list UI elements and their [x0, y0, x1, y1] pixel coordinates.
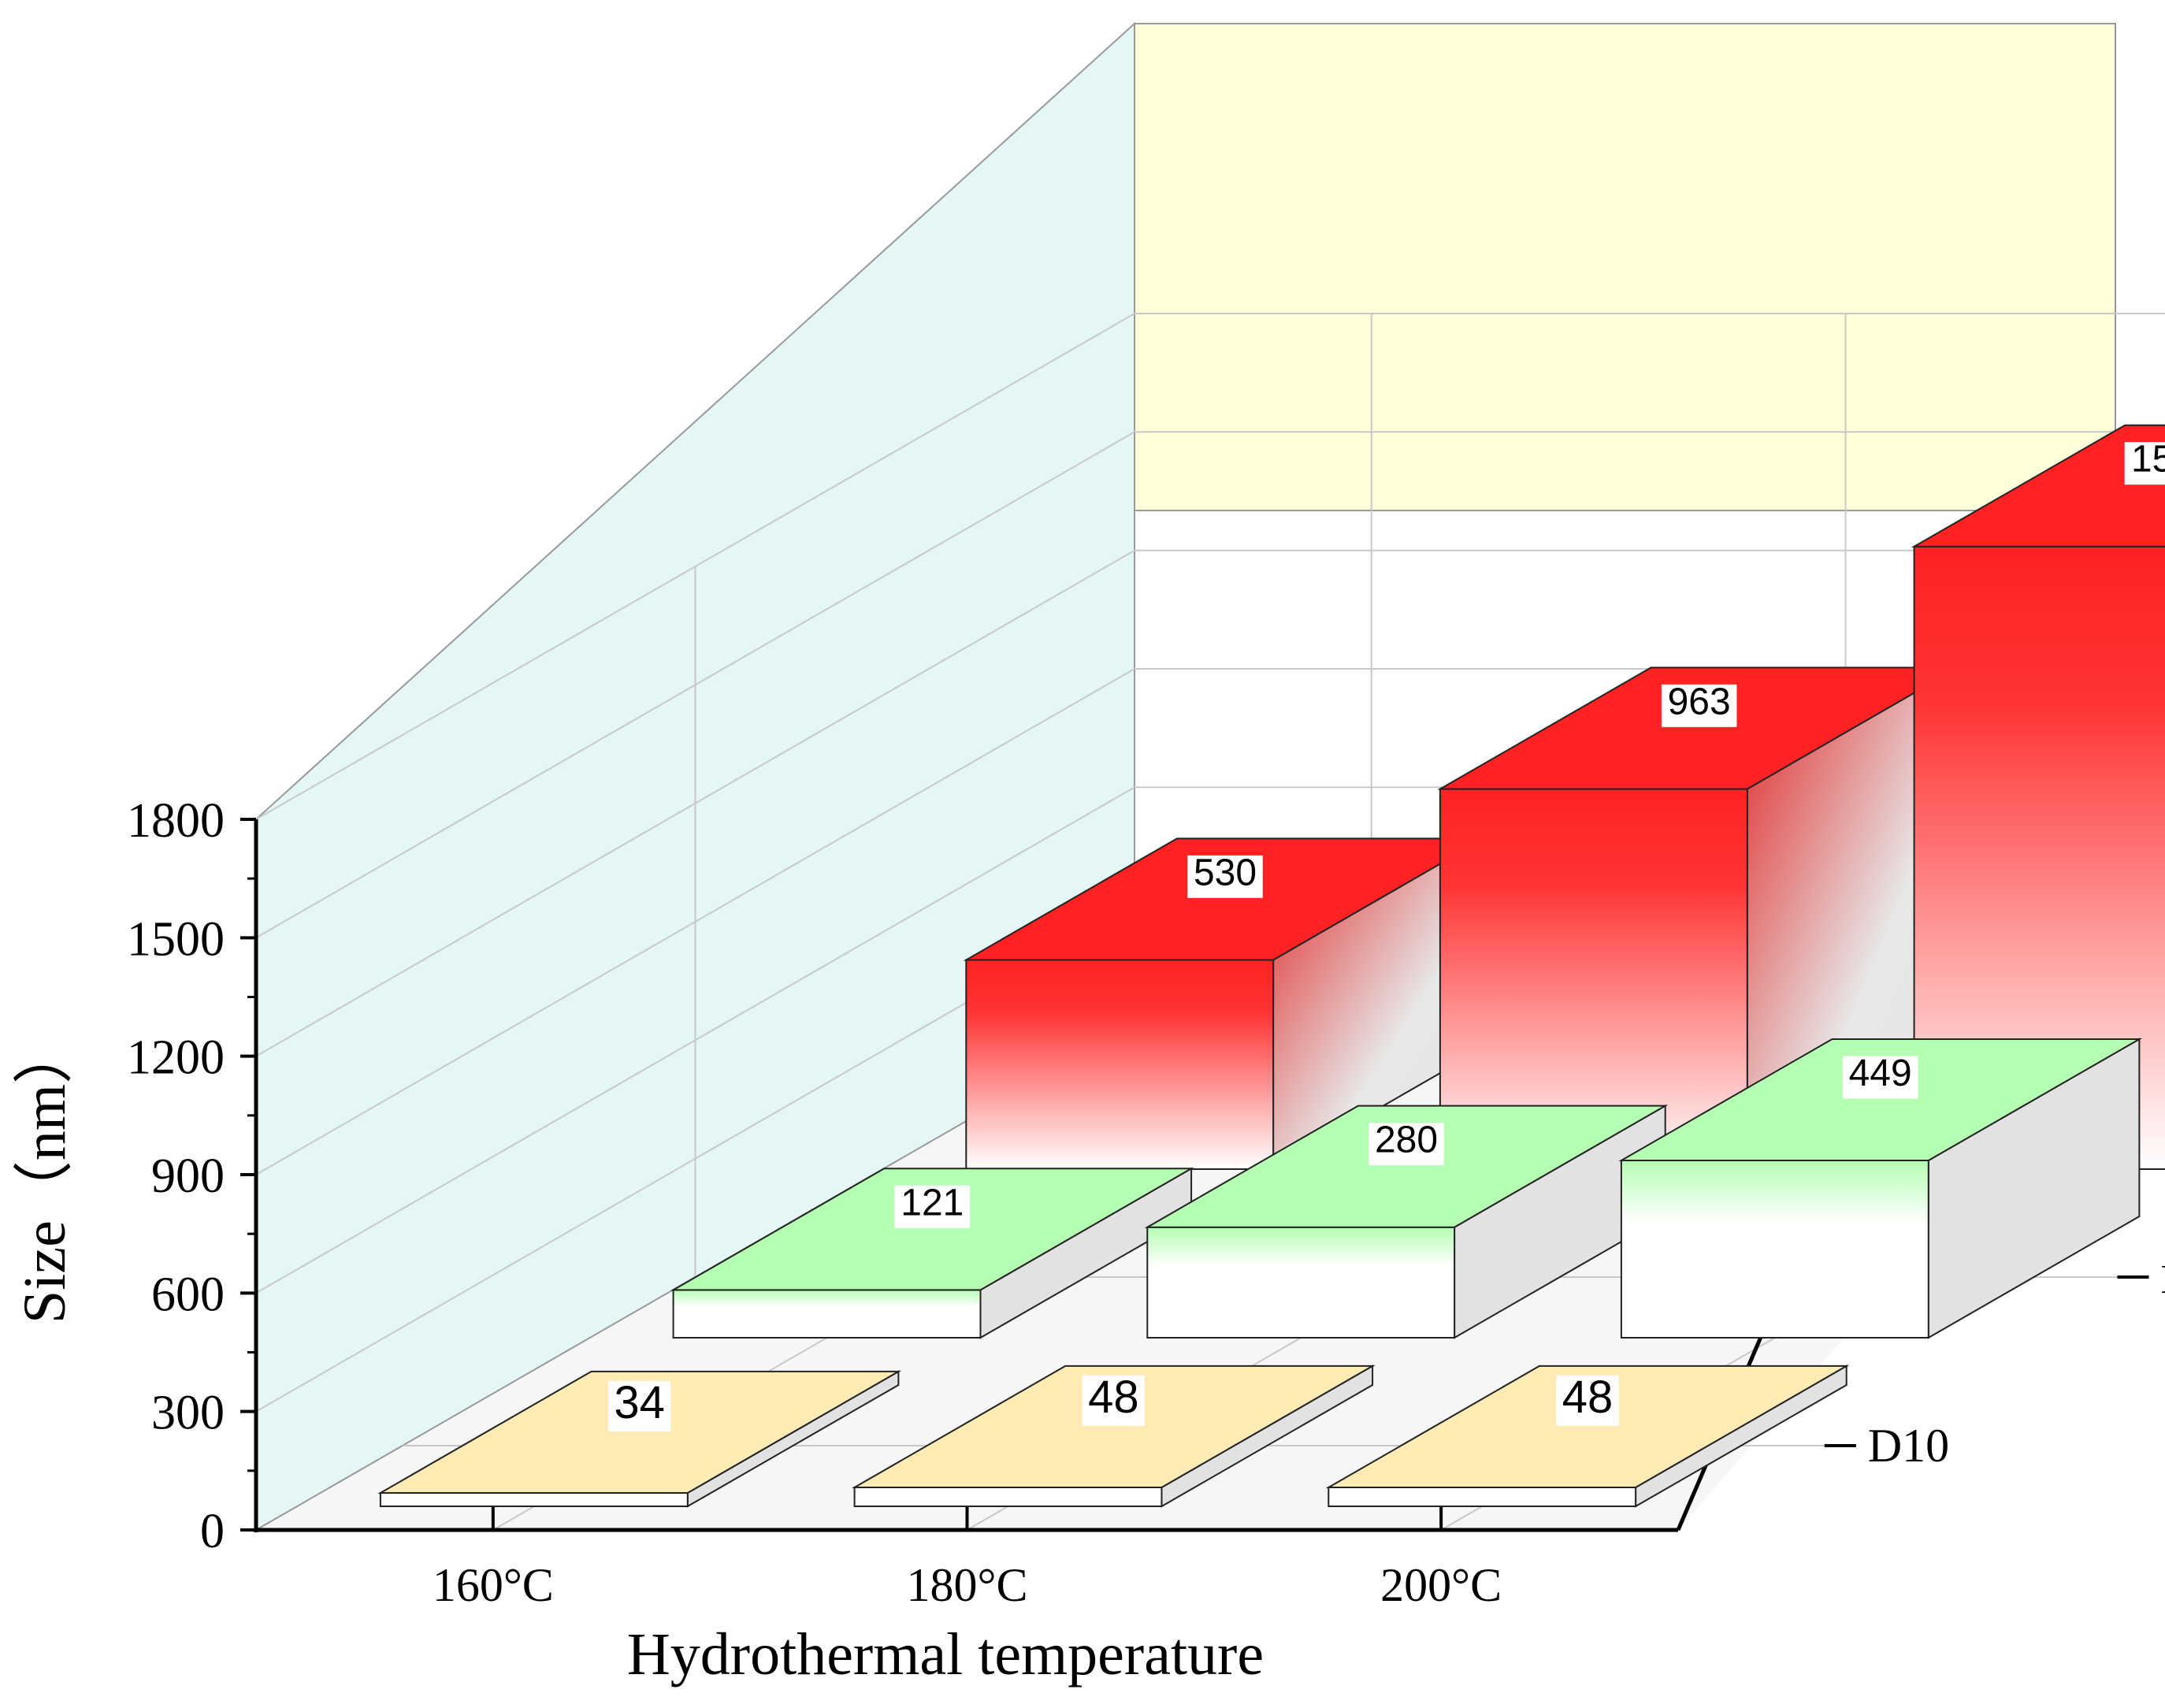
y-tick-label: 900 — [151, 1149, 225, 1203]
y-tick-label: 1500 — [127, 912, 225, 966]
z-tick-label: D10 — [1868, 1420, 1949, 1472]
data-label-bg — [1556, 1375, 1619, 1426]
data-label-bg — [1187, 855, 1263, 898]
bar-front-face — [965, 959, 1275, 1170]
data-label: 34 — [614, 1377, 665, 1428]
wall-gridline — [255, 313, 2165, 820]
x-axis-ticks: 160°C 180°C 200°C — [433, 1498, 1502, 1611]
data-label: 530 — [1194, 852, 1257, 893]
x-tick-label: 180°C — [906, 1559, 1027, 1611]
data-label: 280 — [1375, 1119, 1438, 1161]
data-label: 1577 — [2131, 439, 2165, 481]
bar-front-face — [379, 1492, 689, 1507]
data-label-bg — [1661, 684, 1737, 727]
bar-top-face — [1325, 1365, 1850, 1488]
data-label: 48 — [1562, 1372, 1614, 1423]
z-axis-ticks: D10D50D90 — [1824, 1257, 2165, 1472]
bar-d10-2: 48 — [851, 1365, 1376, 1508]
data-label: 963 — [1668, 681, 1731, 722]
bar-d50-2: 280 — [1144, 1104, 1669, 1339]
bar-front-face — [853, 1487, 1163, 1507]
back-wall — [1134, 23, 2116, 511]
bar-d10-3: 48 — [1325, 1365, 1850, 1508]
bar-d50-1: 121 — [670, 1167, 1194, 1339]
wall-gridline — [255, 431, 2165, 939]
data-label-bg — [1368, 1123, 1444, 1166]
bar-top-face — [670, 1168, 1194, 1291]
data-label-bg — [608, 1380, 671, 1431]
bars: 530 963 1577 121 280 449 34 48 48 — [377, 424, 2165, 1508]
data-label: 121 — [901, 1182, 964, 1223]
data-label-bg — [894, 1185, 971, 1228]
bar-top-face — [1911, 424, 2165, 548]
bar-d50-3: 449 — [1618, 1038, 2143, 1339]
bar-top-face — [1618, 1038, 2143, 1161]
bar-front-face — [1328, 1487, 1637, 1507]
y-axis-ticks: 0 300 600 900 1200 1500 1800 — [127, 794, 256, 1558]
y-tick-label: 1800 — [127, 794, 225, 848]
y-axis-title: Size（nm） — [12, 1024, 78, 1324]
x-tick-label: 200°C — [1380, 1559, 1502, 1611]
bar-d90-1: 530 — [963, 837, 1487, 1171]
bar-top-face — [851, 1365, 1376, 1488]
bar-front-face — [1146, 1226, 1456, 1339]
x-tick-label: 160°C — [433, 1559, 554, 1611]
bar-front-face — [1620, 1160, 1929, 1339]
data-label: 449 — [1849, 1053, 1912, 1094]
y-tick-label: 300 — [151, 1387, 225, 1440]
z-tick-label: D50 — [2161, 1257, 2165, 1302]
bar-front-face — [672, 1289, 982, 1339]
y-tick-label: 0 — [200, 1505, 225, 1558]
bar-top-face — [377, 1370, 902, 1494]
bar-d10-1: 34 — [377, 1370, 902, 1508]
data-label-bg — [1082, 1375, 1145, 1426]
y-tick-label: 600 — [151, 1268, 225, 1321]
data-label-bg — [1842, 1056, 1918, 1099]
y-tick-label: 1200 — [127, 1031, 225, 1085]
data-label: 48 — [1088, 1372, 1139, 1423]
data-label-bg — [2124, 442, 2165, 485]
x-axis-title: Hydrothermal temperature — [627, 1621, 1264, 1688]
bar-d90-3: 1577 — [1911, 424, 2165, 1170]
bar-top-face — [1144, 1105, 1669, 1228]
